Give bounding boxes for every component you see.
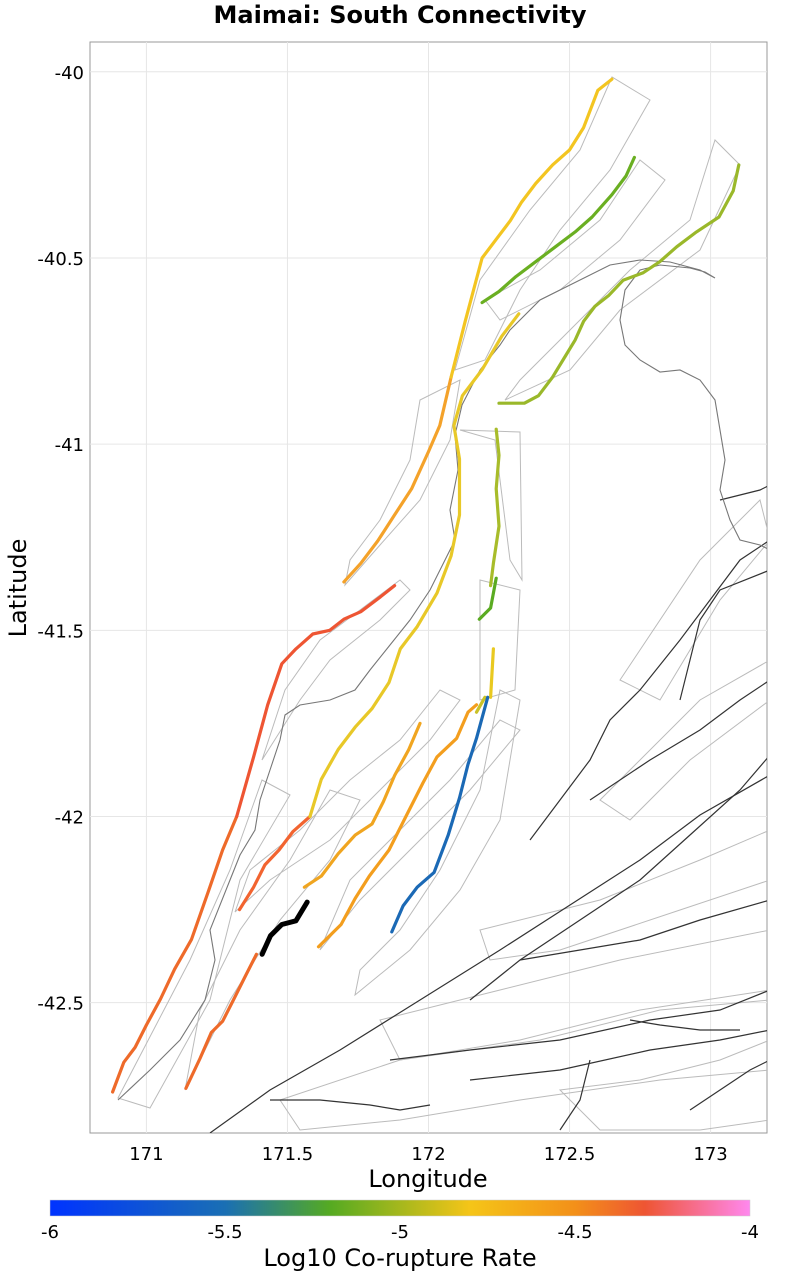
fault-trace-east-9 [679,570,767,701]
rupture-trace-13 [390,695,490,934]
rupture-trace-12 [474,695,487,714]
rupture-trace-7 [480,155,637,305]
fault-trace-east-7 [559,1059,591,1131]
fault-outline-east-2 [599,661,767,821]
x-tick-label: 172 [411,1144,445,1165]
y-tick-label: -42 [55,807,84,828]
fault-outline-central-3 [459,429,523,582]
fault-trace-east-1 [519,900,767,961]
rupture-trace-10 [477,576,498,621]
rupture-trace-5 [449,77,614,379]
y-tick-label: -42.5 [37,994,84,1015]
rupture-trace-14 [316,703,479,949]
colorbar-tick-label: -5.5 [207,1222,242,1243]
rupture-trace-9 [489,427,501,588]
rupture-trace-8 [497,163,741,405]
fault-outline-north-4 [504,139,741,401]
rupture-trace-3 [235,583,397,819]
fault-outline-south-2 [558,1040,767,1131]
rupture-trace-4 [342,375,453,584]
chart-title: Maimai: South Connectivity [214,1,587,29]
fault-trace-east-2 [389,990,767,1061]
rupture-trace-0 [237,814,312,912]
y-axis-label: Latitude [4,539,32,638]
colorbar-label: Log10 Co-rupture Rate [263,1244,536,1272]
source-fault-group [259,899,310,957]
fault-outline-west-4 [261,579,411,761]
fault-outline-north-2 [454,76,651,371]
rupture-trace-6 [308,312,521,819]
x-tick-label: 171 [129,1144,163,1165]
fault-outline-east-1 [619,499,767,701]
y-tick-label: -40.5 [37,249,84,270]
source-fault-trace [259,899,310,957]
rupture-trace-15 [302,721,422,889]
y-tick-label: -40 [55,63,84,84]
fault-outline-south-1 [279,999,767,1131]
coastline-west [117,259,767,1101]
grid-lines [90,42,767,1133]
fault-trace-east-8 [689,1060,767,1111]
x-tick-label: 171.5 [262,1144,314,1165]
y-tick-label: -41 [55,435,84,456]
fault-outline-north-1 [344,379,461,587]
fault-outline-east-3 [479,830,767,961]
rupture-trace-1 [184,952,258,1090]
fault-trace-wairau-1 [529,541,767,841]
fault-outline-north-3 [484,159,666,321]
fault-outline-central-4 [479,579,521,701]
fault-trace-hope-1 [209,776,767,1133]
fault-trace-east-5 [629,1019,740,1031]
colorbar-ticks: -6 -5.5 -5 -4.5 -4 [41,1222,759,1243]
fault-outline-central-1 [319,719,521,951]
colorbar-tick-label: -4.5 [557,1222,592,1243]
fault-trace-wairau-2 [589,681,767,801]
colorbar-tick-label: -6 [41,1222,59,1243]
fault-outline-west-3 [234,689,461,913]
x-tick-label: 173 [693,1144,727,1165]
rupture-traces [110,77,741,1094]
y-axis-ticks: -40 -40.5 -41 -41.5 -42 -42.5 [37,63,84,1015]
colorbar [49,1199,751,1217]
x-axis-label: Longitude [368,1165,487,1193]
x-axis-ticks: 171 171.5 172 172.5 173 [129,1144,728,1165]
y-tick-label: -41.5 [37,621,84,642]
coastline [117,259,767,1101]
fault-traces [209,485,767,1133]
rupture-trace-11 [489,647,495,699]
fault-trace-east-6 [719,485,767,501]
colorbar-tick-label: -5 [391,1222,409,1243]
fault-outline-west-1 [117,779,291,1109]
colorbar-tick-label: -4 [741,1222,759,1243]
fault-trace-east-3 [469,1029,767,1081]
rupture-trace-2 [110,814,239,1094]
fault-outline-central-2 [354,689,521,997]
fault-trace-east-4 [270,1099,431,1111]
x-tick-label: 172.5 [544,1144,596,1165]
